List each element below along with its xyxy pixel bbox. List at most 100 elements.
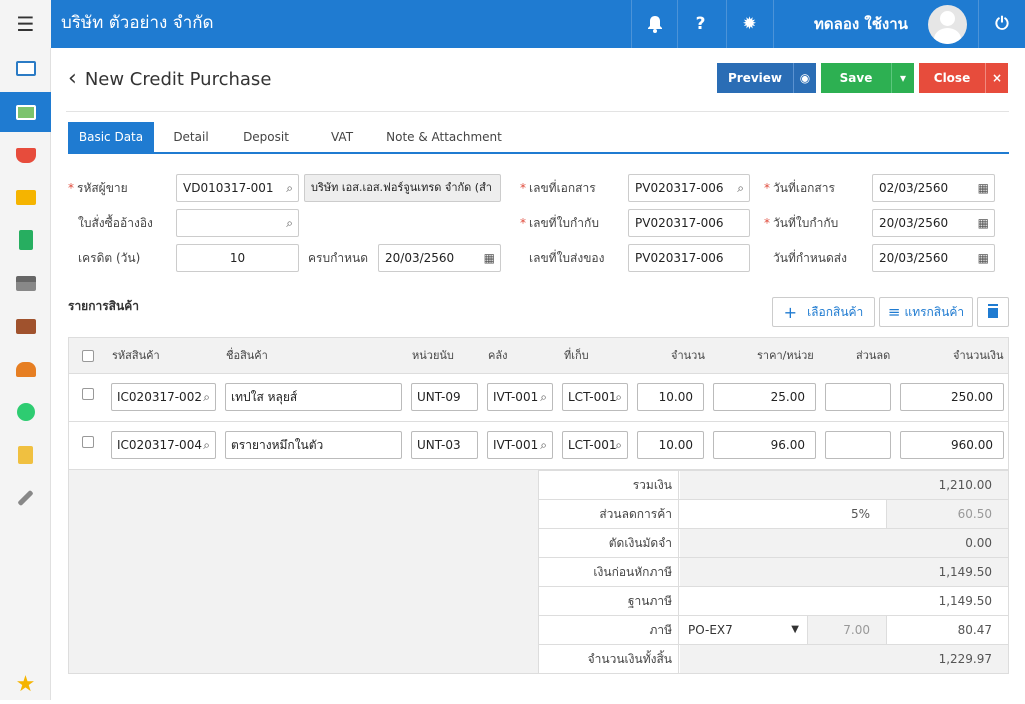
trade-discount-percent-input[interactable]: 5% <box>680 500 887 528</box>
search-icon[interactable]: ⌕ <box>540 390 547 404</box>
grand-total-value: 1,229.97 <box>938 652 992 666</box>
due-date-input[interactable]: 20/03/2560 ▦ <box>378 244 501 272</box>
row-code-input[interactable]: IC020317-002 ⌕ <box>111 383 216 411</box>
power-icon[interactable]: ⏻ <box>978 0 1025 48</box>
search-icon[interactable]: ⌕ <box>540 438 547 452</box>
sidebar-item-dashboard[interactable] <box>0 48 51 88</box>
row-qty-input[interactable]: 10.00 <box>637 383 704 411</box>
sidebar-item-inventory[interactable] <box>0 177 51 217</box>
search-icon[interactable]: ⌕ <box>203 390 210 404</box>
credit-days-input[interactable]: 10 <box>176 244 299 272</box>
delivery-date-input[interactable]: 20/03/2560 ▦ <box>872 244 995 272</box>
sidebar-item-report[interactable] <box>0 435 51 475</box>
calendar-icon[interactable]: ▦ <box>977 251 989 265</box>
sidebar-item-tools[interactable] <box>0 478 51 518</box>
doc-date-label: * วันที่เอกสาร <box>764 181 835 195</box>
help-icon[interactable]: ? <box>677 0 723 48</box>
close-icon[interactable]: × <box>985 63 1008 93</box>
sidebar-item-wallet[interactable] <box>0 306 51 346</box>
row-price-input[interactable]: 25.00 <box>713 383 816 411</box>
calendar-icon[interactable]: ▦ <box>977 216 989 230</box>
search-icon[interactable]: ⌕ <box>203 438 210 452</box>
row-checkbox[interactable] <box>82 388 94 400</box>
select-product-button[interactable]: + เลือกสินค้า <box>772 297 875 327</box>
calendar-icon[interactable]: ▦ <box>483 251 495 265</box>
row-unit-input[interactable]: UNT-03 <box>411 431 478 459</box>
sidebar-item-purchase[interactable] <box>0 92 51 132</box>
box-icon <box>15 189 36 205</box>
row-discount-input[interactable] <box>825 431 891 459</box>
row-discount-input[interactable] <box>825 383 891 411</box>
row-location-input[interactable]: LCT-001 ⌕ <box>562 431 628 459</box>
save-dropdown-caret[interactable]: ▾ <box>891 63 914 93</box>
row-amount-input[interactable]: 960.00 <box>900 431 1004 459</box>
monitor-icon <box>15 60 36 76</box>
back-icon[interactable]: ‹ <box>68 66 77 91</box>
tab-detail[interactable]: Detail <box>173 130 209 144</box>
search-icon[interactable]: ⌕ <box>737 181 744 195</box>
deposit-value: 0.00 <box>965 536 992 550</box>
delivery-date-label: วันที่กำหนดส่ง <box>773 251 847 265</box>
sidebar-item-bank[interactable] <box>0 263 51 303</box>
row-location-input[interactable]: LCT-001 ⌕ <box>562 383 628 411</box>
select-all-checkbox[interactable] <box>82 350 94 362</box>
row-amount-input[interactable]: 250.00 <box>900 383 1004 411</box>
insert-product-button[interactable]: ≡ แทรกสินค้า <box>879 297 973 327</box>
eye-icon[interactable]: ◉ <box>793 63 816 93</box>
row-code-input[interactable]: IC020317-004 ⌕ <box>111 431 216 459</box>
delivery-no-input[interactable]: PV020317-006 <box>628 244 750 272</box>
bank-icon <box>15 275 36 291</box>
search-icon[interactable]: ⌕ <box>615 438 622 452</box>
doc-no-input[interactable]: PV020317-006 ⌕ <box>628 174 750 202</box>
sidebar-item-favorite[interactable]: ★ <box>0 664 51 704</box>
search-icon[interactable]: ⌕ <box>286 181 293 195</box>
tax-invoice-date-input[interactable]: 20/03/2560 ▦ <box>872 209 995 237</box>
tab-basic-data[interactable]: Basic Data <box>68 122 154 153</box>
tax-code-select[interactable]: PO-EX7 ▼ <box>680 616 808 644</box>
sidebar-item-approve[interactable] <box>0 392 51 432</box>
row-checkbox[interactable] <box>82 436 94 448</box>
user-name[interactable]: ทดลอง ใช้งาน <box>773 0 978 48</box>
items-table: รหัสสินค้า ชื่อสินค้า หน่วยนับ คลัง ที่เ… <box>68 337 1009 674</box>
preview-button[interactable]: Preview <box>717 63 793 93</box>
items-section-title: รายการสินค้า <box>68 299 139 313</box>
delivery-no-label: เลขที่ใบส่งของ <box>529 251 605 265</box>
tax-label: ภาษี <box>539 616 679 644</box>
row-name-input[interactable]: เทปใส หลุยส์ <box>225 383 402 411</box>
row-name-input[interactable]: ตรายางหมึกในตัว <box>225 431 402 459</box>
row-warehouse-input[interactable]: IVT-001 ⌕ <box>487 383 553 411</box>
doc-date-input[interactable]: 02/03/2560 ▦ <box>872 174 995 202</box>
tab-note-attachment[interactable]: Note & Attachment <box>386 130 502 144</box>
search-icon[interactable]: ⌕ <box>286 216 293 230</box>
vendor-code-input[interactable]: VD010317-001 ⌕ <box>176 174 299 202</box>
gear-icon[interactable]: ✹ <box>726 0 772 48</box>
avatar[interactable] <box>928 5 967 44</box>
row-warehouse-input[interactable]: IVT-001 ⌕ <box>487 431 553 459</box>
tab-deposit[interactable]: Deposit <box>243 130 289 144</box>
po-ref-input[interactable]: ⌕ <box>176 209 299 237</box>
delete-button[interactable] <box>977 297 1009 327</box>
table-header: รหัสสินค้า ชื่อสินค้า หน่วยนับ คลัง ที่เ… <box>69 338 1008 374</box>
tax-invoice-no-input[interactable]: PV020317-006 <box>628 209 750 237</box>
tax-amount-input[interactable]: 80.47 <box>887 616 1008 644</box>
sidebar-item-contacts[interactable] <box>0 349 51 389</box>
vendor-code-label: * รหัสผู้ขาย <box>68 181 128 195</box>
menu-icon[interactable]: ☰ <box>0 0 51 48</box>
sidebar-item-ledger[interactable] <box>0 220 51 260</box>
deposit-label: ตัดเงินมัดจำ <box>539 529 679 557</box>
dropdown-arrow-icon: ▼ <box>791 624 799 635</box>
col-price: ราคา/หน่วย <box>757 349 814 362</box>
bell-icon[interactable] <box>631 0 677 48</box>
calendar-icon[interactable]: ▦ <box>977 181 989 195</box>
sidebar-item-sales[interactable] <box>0 135 51 175</box>
col-amount: จำนวนเงิน <box>953 349 1004 362</box>
row-qty-input[interactable]: 10.00 <box>637 431 704 459</box>
tab-bar: Basic Data Detail Deposit VAT Note & Att… <box>68 122 1009 154</box>
save-button[interactable]: Save <box>821 63 891 93</box>
search-icon[interactable]: ⌕ <box>615 390 622 404</box>
tab-vat[interactable]: VAT <box>330 130 354 144</box>
row-unit-input[interactable]: UNT-09 <box>411 383 478 411</box>
row-price-input[interactable]: 96.00 <box>713 431 816 459</box>
tax-base-input[interactable]: 1,149.50 <box>680 587 1008 615</box>
close-button[interactable]: Close <box>919 63 985 93</box>
